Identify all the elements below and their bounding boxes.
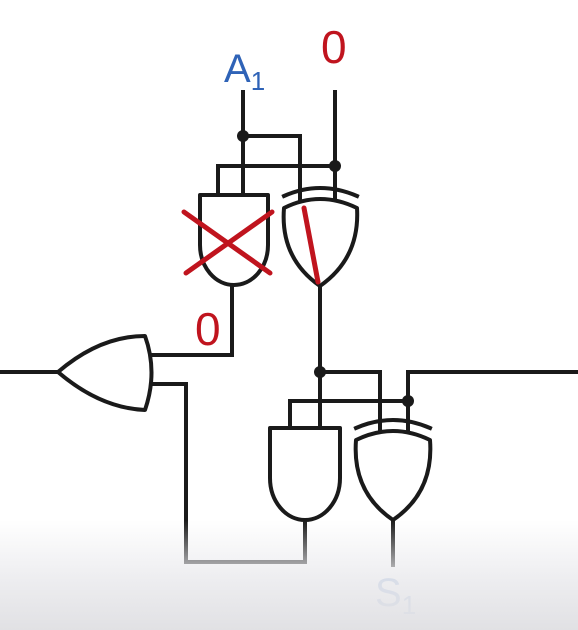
xor-gate-lower-body [353,429,433,522]
junction-carry [402,395,414,407]
xor-gate-lower [353,418,433,522]
wire-zero-branch-and [216,164,337,197]
and-gate-lower [268,426,342,522]
junction-a1 [237,130,249,142]
input-a1-label: A1 [224,47,265,96]
xor-gate-upper-body [281,197,360,288]
junction-zero [329,160,341,172]
input-zero-label: 0 [321,21,347,73]
wire-carry-branch-lower-and [288,399,410,430]
wire-and-out-to-or [130,284,234,357]
slash-icon [301,205,321,285]
xor-gate-lower-arc [353,418,433,431]
or-gate [56,334,154,412]
xor-gate-upper [281,186,360,288]
junctions [237,130,414,407]
wire-carry-in [406,370,578,442]
wire-a1-branch-xor [241,134,302,202]
wire-xor-branch-lower-xor [318,370,382,442]
junction-xor-out [314,366,326,378]
sum-s1-label: S1 [375,571,416,620]
cross-stroke-2 [183,209,275,276]
cross-icon [181,209,275,276]
and-output-zero-label: 0 [195,303,221,355]
xor-gate-upper-arc [281,186,360,199]
